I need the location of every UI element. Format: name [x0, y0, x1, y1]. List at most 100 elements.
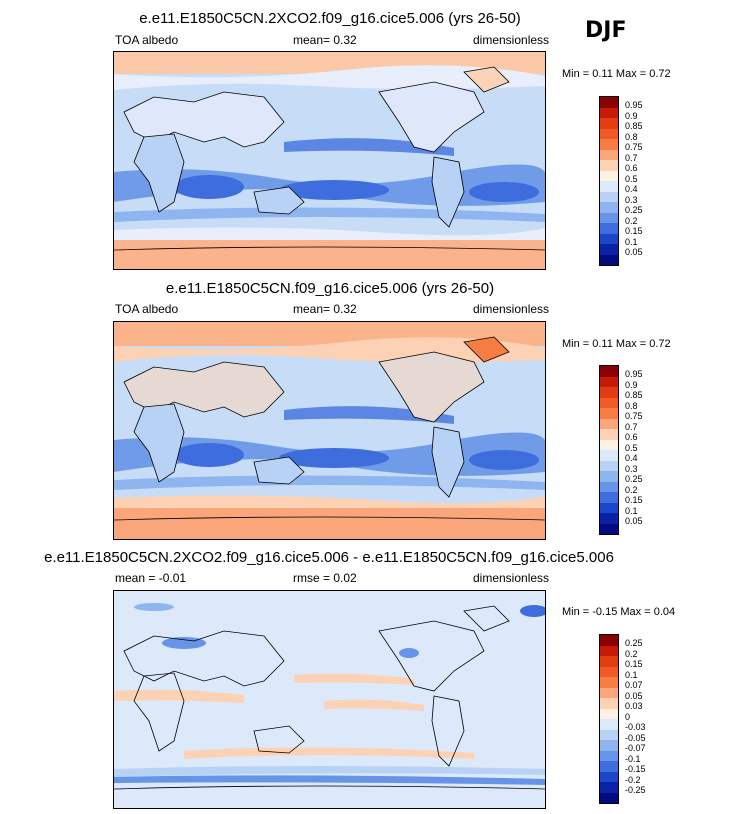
- panel3-map: [113, 590, 546, 809]
- panel1-colorbar-swatch: [600, 181, 618, 192]
- panel2-colorbar-swatch: [600, 471, 618, 482]
- panel3-colorbar-label: -0.25: [625, 785, 646, 795]
- panel1-colorbar-label: 0.85: [625, 121, 643, 131]
- panel2-colorbar-swatch: [600, 492, 618, 503]
- panel3-colorbar-swatch: [600, 740, 618, 751]
- panel1-mean-label: mean= 0.32: [293, 33, 357, 47]
- panel3-colorbar-label: 0.2: [625, 648, 638, 659]
- panel3-colorbar-label: -0.05: [625, 732, 646, 743]
- panel2-colorbar-swatch: [600, 523, 618, 534]
- panel2-colorbar-label: 0.8: [625, 400, 638, 411]
- panel3-colorbar-label: -0.15: [625, 764, 646, 774]
- panel1-title: e.e11.E1850C5CN.2XCO2.f09_g16.cice5.006 …: [139, 10, 521, 27]
- panel3-colorbar-label: 0.05: [625, 690, 643, 701]
- panel2-colorbar-label: 0.7: [625, 421, 638, 432]
- panel3-colorbar-label: 0.03: [625, 701, 643, 711]
- panel1-units-label: dimensionless: [473, 33, 550, 47]
- panel2-colorbar-swatch: [600, 366, 618, 377]
- panel3-minmax: Min = -0.15 Max = 0.04: [562, 606, 676, 618]
- panel2-colorbar-label: 0.3: [625, 463, 638, 474]
- panel1-colorbar: [599, 96, 619, 266]
- panel1-colorbar-swatch: [600, 254, 618, 265]
- panel1-colorbar-swatch: [600, 202, 618, 213]
- panel1-colorbar-label: 0.4: [625, 184, 638, 194]
- panel3-colorbar-swatch: [600, 750, 618, 761]
- panel3-colorbar-swatch: [600, 792, 618, 803]
- panel1-colorbar-swatch: [600, 160, 618, 171]
- panel2-colorbar-label: 0.6: [625, 432, 638, 442]
- panel3-colorbar-label: 0.25: [625, 638, 643, 648]
- panel3-colorbar-label: 0.15: [625, 659, 643, 669]
- panel2-colorbar-swatch: [600, 387, 618, 398]
- panel1-colorbar-label: 0.3: [625, 194, 638, 205]
- panel1-colorbar-swatch: [600, 170, 618, 181]
- panel3-colorbar-swatch: [600, 677, 618, 688]
- panel3-colorbar: [599, 634, 619, 804]
- panel1-colorbar-label: 0.05: [625, 247, 643, 257]
- panel2-colorbar-swatch: [600, 429, 618, 440]
- panel1-map: [113, 51, 546, 270]
- panel3-colorbar-swatch: [600, 656, 618, 667]
- panel2-colorbar-label: 0.2: [625, 484, 638, 495]
- panel2-colorbar-swatch: [600, 502, 618, 513]
- panel2-colorbar-swatch: [600, 418, 618, 429]
- panel1-colorbar-swatch: [600, 118, 618, 129]
- panel3-colorbar-swatch: [600, 761, 618, 772]
- panel2-colorbar-swatch: [600, 460, 618, 471]
- panel2-colorbar-label: 0.05: [625, 516, 643, 526]
- panel3-colorbar-label: -0.07: [625, 743, 646, 753]
- panel2-map: [113, 321, 546, 540]
- panel3-colorbar-swatch: [600, 698, 618, 709]
- panel1-variable-label: TOA albedo: [115, 33, 179, 47]
- panel1-colorbar-label: 0.25: [625, 205, 643, 215]
- panel2-colorbar-label: 0.75: [625, 411, 643, 421]
- panel2-mean-label: mean= 0.32: [293, 302, 357, 316]
- panel1-colorbar-swatch: [600, 223, 618, 234]
- panel1-minmax: Min = 0.11 Max = 0.72: [562, 68, 671, 80]
- panel3-colorbar-swatch: [600, 635, 618, 646]
- panel3-title: e.e11.E1850C5CN.2XCO2.f09_g16.cice5.006 …: [44, 549, 614, 566]
- panel2-colorbar: [599, 365, 619, 535]
- panel1-colorbar-swatch: [600, 97, 618, 108]
- panel1-colorbar-swatch: [600, 191, 618, 202]
- panel1-colorbar-swatch: [600, 139, 618, 150]
- panel1-colorbar-swatch: [600, 128, 618, 139]
- panel1-colorbar-label: 0.75: [625, 142, 643, 152]
- panel1-colorbar-label: 0.7: [625, 152, 638, 163]
- panel3-colorbar-label: 0: [625, 711, 631, 722]
- panel2-colorbar-swatch: [600, 481, 618, 492]
- panel1-colorbar-swatch: [600, 212, 618, 223]
- panel1-colorbar-swatch: [600, 107, 618, 118]
- panel3-units-label: dimensionless: [473, 571, 550, 585]
- panel1-colorbar-label: 0.8: [625, 131, 638, 142]
- panel2-colorbar-label: 0.4: [625, 453, 638, 463]
- panel3-colorbar-swatch: [600, 719, 618, 730]
- panel2-colorbar-swatch: [600, 397, 618, 408]
- panel3-colorbar-label: -0.2: [625, 774, 641, 785]
- panel2-colorbar-swatch: [600, 450, 618, 461]
- panel3-colorbar-swatch: [600, 666, 618, 677]
- panel3-colorbar-label: 0.1: [625, 669, 638, 680]
- panel1-colorbar-label: 0.2: [625, 215, 638, 226]
- panel1-colorbar-label: 0.1: [625, 236, 638, 247]
- panel2-colorbar-label: 0.5: [625, 442, 638, 453]
- panel3-colorbar-swatch: [600, 645, 618, 656]
- panel3-colorbar-swatch: [600, 708, 618, 719]
- panel1-colorbar-label: 0.95: [625, 100, 643, 110]
- panel3-colorbar-swatch: [600, 729, 618, 740]
- panel2-units-label: dimensionless: [473, 302, 550, 316]
- panel2-colorbar-label: 0.95: [625, 369, 643, 379]
- panel3-rmse-label: rmse = 0.02: [293, 571, 357, 585]
- panel1-colorbar-label: 0.9: [625, 110, 638, 121]
- panel1-colorbar-label: 0.6: [625, 163, 638, 173]
- panel2-variable-label: TOA albedo: [115, 302, 179, 316]
- panel2-colorbar-label: 0.15: [625, 495, 643, 505]
- panel1-colorbar-label: 0.5: [625, 173, 638, 184]
- panel2-colorbar-swatch: [600, 408, 618, 419]
- panel2-title: e.e11.E1850C5CN.f09_g16.cice5.006 (yrs 2…: [165, 280, 495, 297]
- panel3-colorbar-label: -0.03: [625, 722, 646, 732]
- panel2-colorbar-label: 0.85: [625, 390, 643, 400]
- panel3-colorbar-swatch: [600, 687, 618, 698]
- panel1-colorbar-label: 0.15: [625, 226, 643, 236]
- panel3-colorbar-label: -0.1: [625, 753, 641, 764]
